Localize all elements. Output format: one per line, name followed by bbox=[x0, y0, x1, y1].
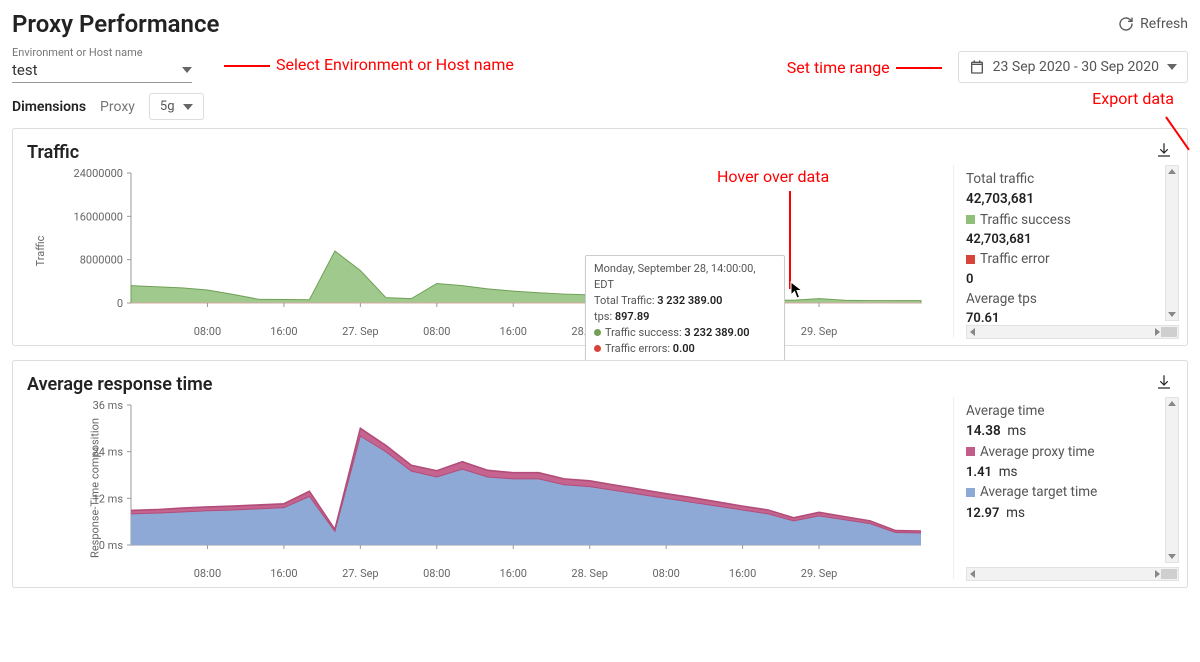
header: Proxy Performance Refresh bbox=[12, 10, 1188, 38]
stat-target-value: 12.97 bbox=[966, 506, 999, 521]
annotation-export: Export data bbox=[1092, 89, 1174, 108]
traffic-stats: Total traffic 42,703,681 Traffic success… bbox=[953, 165, 1173, 337]
annotation-time-range: Set time range bbox=[787, 58, 948, 77]
stat-proxy-value: 1.41 bbox=[966, 465, 992, 480]
response-chart[interactable]: Response-Time composition 0 ms12 ms24 ms… bbox=[27, 397, 945, 579]
env-block: Environment or Host name test Select Env… bbox=[12, 46, 514, 83]
annotation-hover-line bbox=[789, 191, 791, 289]
traffic-card: Traffic Traffic 0 8000000 16000000 24000000… bbox=[12, 128, 1188, 346]
export-button[interactable] bbox=[1155, 373, 1173, 395]
dimensions-sub: Proxy bbox=[100, 99, 135, 115]
scrollbar-horizontal[interactable] bbox=[966, 567, 1179, 581]
traffic-y-title: Traffic bbox=[34, 236, 47, 267]
chevron-down-icon bbox=[183, 104, 193, 110]
response-title: Average response time bbox=[27, 374, 212, 395]
traffic-chart[interactable]: Traffic 080000001600000024000000 08:0016… bbox=[27, 165, 945, 337]
cursor-icon bbox=[790, 281, 806, 299]
page-title: Proxy Performance bbox=[12, 10, 219, 38]
svg-text:8000000: 8000000 bbox=[80, 254, 123, 267]
environment-select[interactable]: Environment or Host name test bbox=[12, 46, 192, 83]
legend-dot-proxy bbox=[966, 447, 975, 456]
response-card: Average response time Response-Time comp… bbox=[12, 360, 1188, 588]
svg-text:16000000: 16000000 bbox=[74, 210, 123, 223]
annotation-select-env: Select Environment or Host name bbox=[218, 55, 514, 74]
chart-tooltip: Monday, September 28, 14:00:00, EDT Tota… bbox=[585, 255, 785, 363]
time-block: Set time range 23 Sep 2020 - 30 Sep 2020 bbox=[787, 51, 1188, 83]
annotation-hover: Hover over data bbox=[717, 167, 829, 186]
legend-dot-success bbox=[966, 215, 975, 224]
stat-tps-label: Average tps bbox=[966, 289, 1167, 309]
response-stats: Average time 14.38 ms Average proxy time… bbox=[953, 397, 1173, 579]
stat-total-traffic-label: Total traffic bbox=[966, 169, 1167, 189]
legend-dot-error bbox=[966, 255, 975, 264]
response-y-title: Response-Time composition bbox=[88, 418, 101, 558]
download-icon bbox=[1155, 373, 1173, 391]
stat-avg-value: 14.38 bbox=[966, 423, 1001, 439]
export-button[interactable] bbox=[1155, 141, 1173, 163]
scrollbar-vertical[interactable] bbox=[1165, 165, 1179, 321]
timerange-text: 23 Sep 2020 - 30 Sep 2020 bbox=[993, 59, 1159, 75]
stat-total-traffic-value: 42,703,681 bbox=[966, 189, 1167, 209]
scrollbar-vertical[interactable] bbox=[1165, 397, 1179, 563]
refresh-button[interactable]: Refresh bbox=[1118, 16, 1188, 32]
svg-text:36 ms: 36 ms bbox=[93, 399, 124, 412]
dimensions-label: Dimensions bbox=[12, 99, 86, 115]
environment-value: test bbox=[12, 61, 38, 79]
svg-text:0: 0 bbox=[117, 297, 123, 310]
refresh-icon bbox=[1118, 16, 1134, 32]
scrollbar-horizontal[interactable] bbox=[966, 325, 1179, 339]
download-icon bbox=[1155, 141, 1173, 159]
chevron-down-icon bbox=[1167, 64, 1177, 70]
proxy-select[interactable]: 5g bbox=[149, 93, 204, 120]
dimensions-row: Dimensions Proxy 5g Export data bbox=[12, 93, 1188, 120]
tooltip-time: Monday, September 28, 14:00:00, EDT bbox=[594, 261, 776, 293]
svg-text:0 ms: 0 ms bbox=[99, 539, 124, 552]
selector-row: Environment or Host name test Select Env… bbox=[12, 46, 1188, 83]
stat-avg-label: Average time bbox=[966, 401, 1167, 421]
stat-error-value: 0 bbox=[966, 270, 1167, 290]
svg-text:24000000: 24000000 bbox=[74, 167, 123, 180]
environment-label: Environment or Host name bbox=[12, 46, 192, 59]
timerange-picker[interactable]: 23 Sep 2020 - 30 Sep 2020 bbox=[958, 51, 1188, 83]
traffic-title: Traffic bbox=[27, 142, 79, 163]
refresh-label: Refresh bbox=[1140, 16, 1188, 32]
legend-dot-target bbox=[966, 488, 975, 497]
proxy-value: 5g bbox=[160, 99, 175, 114]
chevron-down-icon bbox=[182, 67, 192, 73]
stat-success-value: 42,703,681 bbox=[966, 230, 1167, 250]
calendar-icon bbox=[969, 59, 985, 75]
